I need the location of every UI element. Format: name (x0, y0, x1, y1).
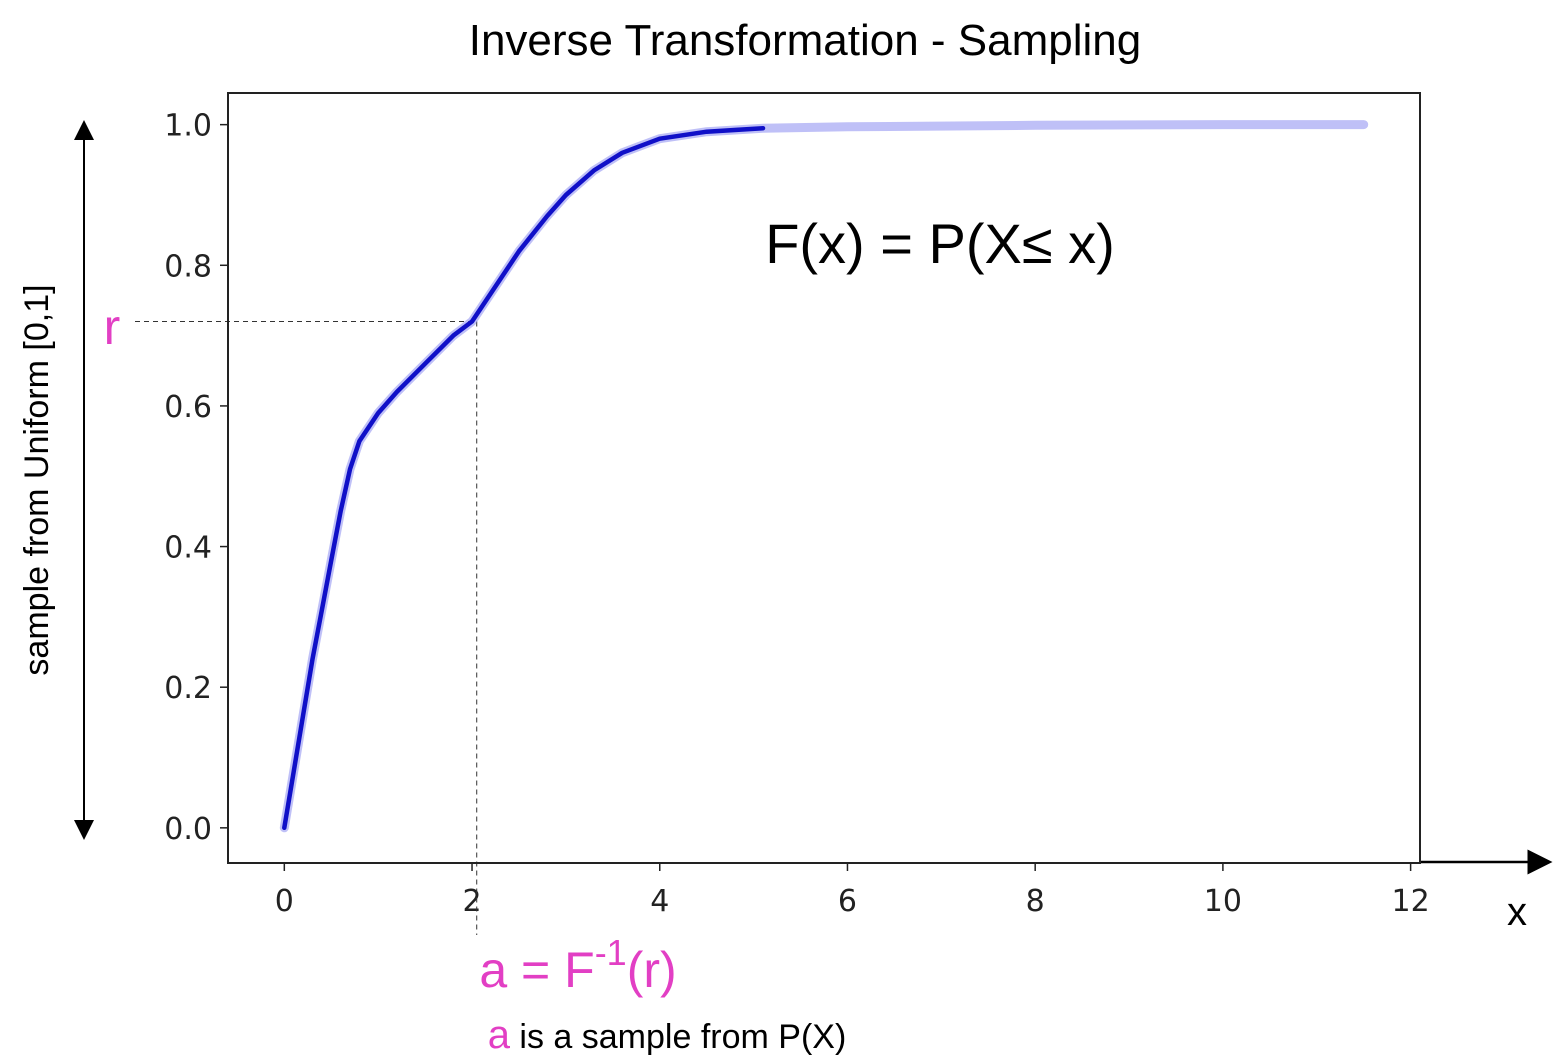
x-tick-label: 2 (462, 884, 481, 919)
x-axis-label: x (1507, 890, 1527, 934)
x-tick-label: 10 (1204, 884, 1242, 919)
x-tick-label: 0 (275, 884, 294, 919)
r-label: r (104, 299, 121, 355)
y-tick-label: 1.0 (164, 109, 212, 144)
y-axis-label: sample from Uniform [0,1] (18, 284, 56, 675)
caption-text: is a sample from P(X) (510, 1018, 846, 1056)
cdf-formula: F(x) = P(X≤ x) (765, 212, 1115, 275)
inverse-equation: a = F-1(r) (479, 932, 676, 998)
y-tick-label: 0.2 (164, 671, 212, 706)
chart-title: Inverse Transformation - Sampling (469, 16, 1142, 65)
x-tick-label: 4 (650, 884, 669, 919)
y-tick-label: 0.6 (164, 390, 212, 425)
x-tick-label: 12 (1392, 884, 1430, 919)
x-tick-label: 6 (838, 884, 857, 919)
y-tick-label: 0.4 (164, 531, 212, 566)
axis-ticks: 0 2 4 6 8 10 12 0.0 0.2 0.4 0.6 0.8 1.0 (164, 109, 1429, 919)
y-tick-label: 0.0 (164, 812, 212, 847)
cdf-curve (282, 125, 766, 831)
inverse-equation-superscript: -1 (595, 932, 627, 973)
caption-symbol: a (488, 1013, 511, 1056)
inverse-equation-rhs: (r) (627, 942, 677, 998)
inverse-equation-lhs: a = F (479, 942, 594, 998)
x-tick-label: 8 (1026, 884, 1045, 919)
y-tick-label: 0.8 (164, 249, 212, 284)
plot-frame (227, 92, 1421, 864)
sample-caption: a is a sample from P(X) (488, 1013, 847, 1056)
